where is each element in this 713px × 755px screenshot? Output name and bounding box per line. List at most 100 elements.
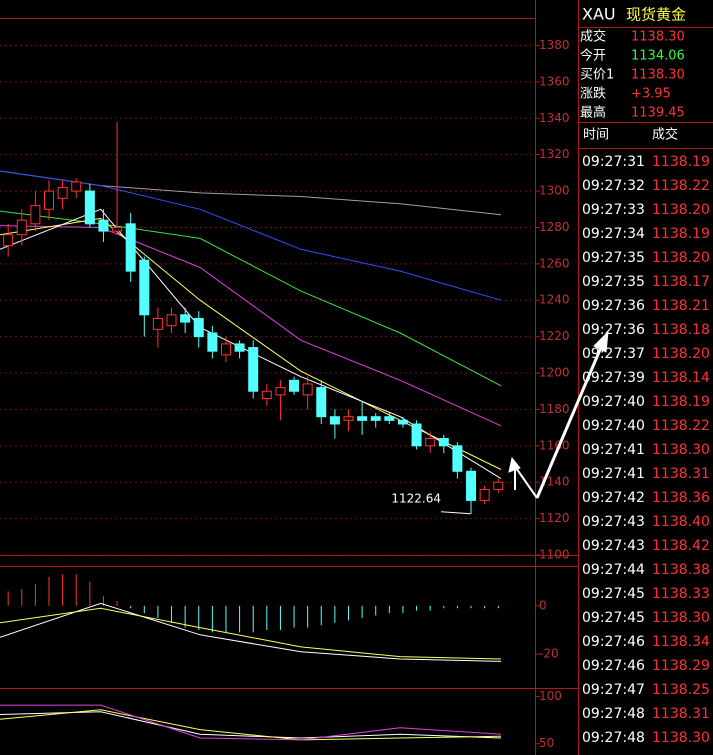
instrument-name: 现货黄金 (626, 6, 686, 24)
candle-body (425, 438, 436, 447)
candle-body (302, 383, 313, 396)
indicator-line (0, 711, 502, 739)
y-tick-label: 1380 (539, 38, 570, 52)
tick-time: 09:27:48 (582, 730, 645, 746)
candle-body (370, 416, 381, 421)
candle-body (16, 219, 27, 236)
candle-body (343, 416, 354, 421)
tick-time: 09:27:43 (582, 514, 645, 530)
tick-time: 09:27:44 (582, 562, 645, 578)
tick-time: 09:27:46 (582, 658, 645, 674)
quote-value: +3.95 (631, 87, 671, 102)
tick-time: 09:27:39 (582, 370, 645, 386)
candle-body (3, 234, 14, 247)
tick-time: 09:27:35 (582, 274, 645, 290)
candle-body (316, 387, 327, 418)
tick-time: 09:27:37 (582, 346, 645, 362)
y-tick-label: 1180 (539, 402, 570, 416)
tick-price: 1138.31 (652, 706, 710, 722)
candle-body (479, 488, 490, 501)
tick-header: 成交 (652, 127, 678, 143)
tick-price: 1138.33 (652, 586, 710, 602)
indicator-line (0, 602, 502, 662)
candle-body (329, 416, 340, 425)
tick-time: 09:27:32 (582, 178, 645, 194)
indicator-line (0, 607, 502, 660)
y-tick-label: 1340 (539, 111, 570, 125)
candle-body (44, 190, 55, 210)
tick-time: 09:27:45 (582, 586, 645, 602)
tick-price: 1138.19 (652, 226, 710, 242)
tick-time: 09:27:42 (582, 490, 645, 506)
tick-time: 09:27:40 (582, 418, 645, 434)
tick-time: 09:27:45 (582, 610, 645, 626)
tick-header: 时间 (583, 128, 609, 143)
tick-price: 1138.30 (652, 442, 710, 458)
indicator-line (0, 709, 502, 741)
tick-time: 09:27:36 (582, 298, 645, 314)
y-tick-label: 1100 (539, 548, 570, 562)
y-tick-label: 1220 (539, 329, 570, 343)
y-tick-label: 1160 (539, 438, 570, 452)
tick-price: 1138.21 (652, 298, 710, 314)
indicator-line (0, 210, 502, 387)
candle-body (139, 259, 150, 316)
quote-label: 涨跌 (580, 86, 606, 102)
candle-body (411, 423, 422, 447)
tick-time: 09:27:31 (582, 154, 645, 170)
y-tick-label: 50 (539, 736, 554, 750)
tick-price: 1138.36 (652, 490, 710, 506)
y-tick-label: 1200 (539, 366, 570, 380)
candle-body (57, 186, 68, 199)
low-annotation: 1122.64 (391, 491, 441, 505)
candle-body (98, 219, 109, 232)
tick-time: 09:27:41 (582, 466, 645, 482)
tick-price: 1138.22 (652, 178, 710, 194)
candle-body (84, 190, 95, 225)
candle-body (357, 416, 368, 421)
candle-body (397, 419, 408, 425)
tick-time: 09:27:40 (582, 394, 645, 410)
tick-price: 1138.30 (652, 730, 710, 746)
tick-price: 1138.40 (652, 514, 710, 530)
y-tick-label: 1240 (539, 293, 570, 307)
candle-body (152, 317, 163, 330)
y-tick-label: 1360 (539, 74, 570, 88)
tick-time: 09:27:41 (582, 442, 645, 458)
y-tick-label: 1300 (539, 184, 570, 198)
candle-body (193, 317, 204, 338)
tick-time: 09:27:43 (582, 538, 645, 554)
candle-body (493, 481, 504, 490)
quote-label: 今开 (580, 48, 606, 64)
candle-body (180, 314, 191, 323)
quote-label: 最高 (580, 105, 606, 121)
tick-price: 1138.38 (652, 562, 710, 578)
tick-price: 1138.18 (652, 322, 710, 338)
candle-body (466, 470, 477, 501)
candle-body (30, 205, 41, 225)
quote-label: 成交 (580, 29, 606, 45)
candle-body (220, 343, 231, 356)
tick-price: 1138.19 (652, 394, 710, 410)
y-tick-label: 0 (539, 598, 547, 612)
candle-body (234, 343, 245, 352)
tick-price: 1138.30 (652, 610, 710, 626)
tick-time: 09:27:46 (582, 634, 645, 650)
tick-price: 1138.22 (652, 418, 710, 434)
candle-body (166, 314, 177, 327)
quote-value: 1139.45 (631, 106, 685, 121)
y-tick-label: 1260 (539, 256, 570, 270)
y-tick-label: -20 (539, 647, 559, 661)
tick-price: 1138.20 (652, 202, 710, 218)
quote-label: 买价1 (580, 68, 614, 83)
candle-body (275, 387, 286, 396)
candle-body (125, 223, 136, 272)
arrows (508, 330, 609, 499)
candle-body (207, 332, 218, 352)
indicator-line (0, 170, 502, 301)
tick-time: 09:27:47 (582, 682, 645, 698)
y-tick-label: 1320 (539, 147, 570, 161)
